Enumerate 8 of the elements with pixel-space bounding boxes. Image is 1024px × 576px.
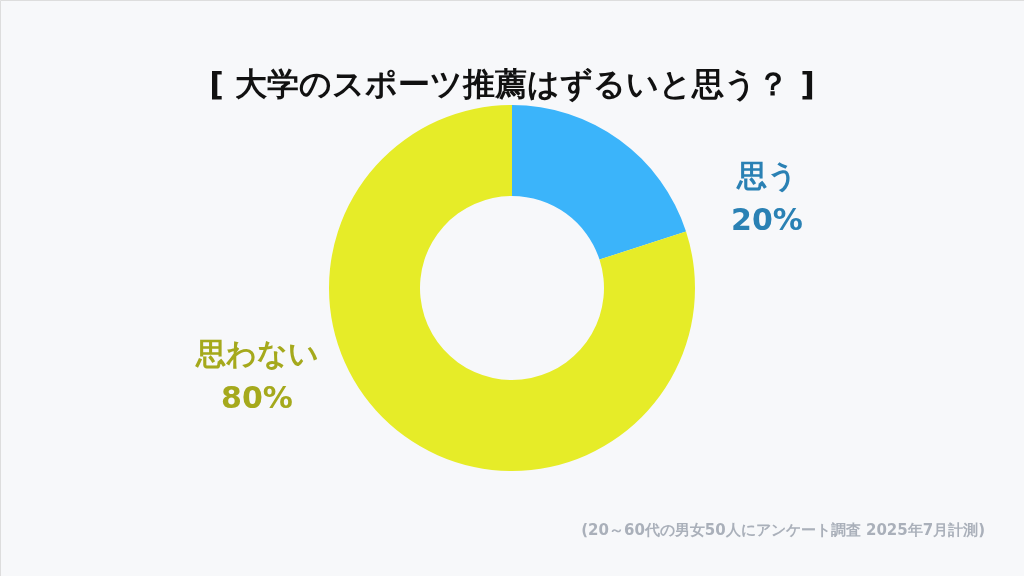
slice-label: 思わない <box>194 335 319 371</box>
text: (20～60代の男女50人にアンケート調査 2025年7月計測) <box>581 521 985 539</box>
data-label: 80% <box>221 379 293 415</box>
donut-slice <box>512 105 687 260</box>
chart-title: [ 大学のスポーツ推薦はずるいと思う？ ] <box>209 65 815 103</box>
donut-slice <box>329 105 695 471</box>
slice-label: 思う <box>735 158 798 194</box>
data-label: 20% <box>731 202 803 238</box>
